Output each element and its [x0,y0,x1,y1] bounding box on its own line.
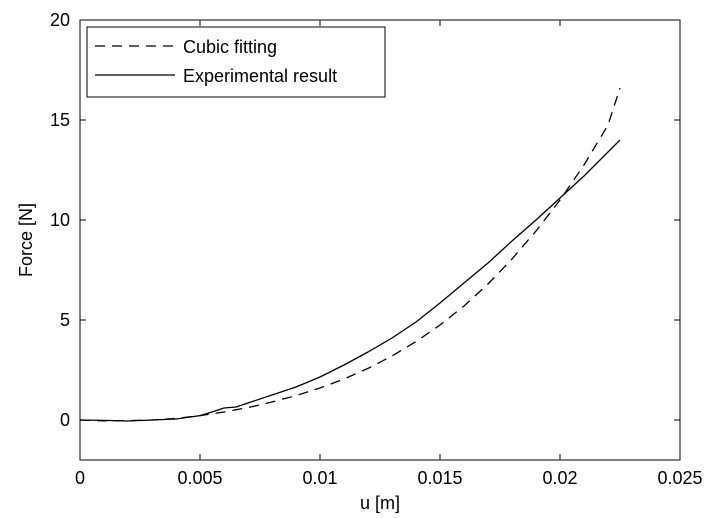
x-tick-label: 0.025 [657,468,702,488]
y-tick-label: 5 [60,310,70,330]
legend-box [86,26,386,98]
plot-frame [79,19,681,461]
legend-label-experimental-result: Experimental result [183,66,337,86]
y-axis-label: Force [N] [16,203,36,277]
x-tick-label: 0 [75,468,85,488]
y-tick-label: 0 [60,410,70,430]
legend-label-cubic-fitting: Cubic fitting [183,37,277,57]
y-tick-label: 15 [50,110,70,130]
y-tick-label: 20 [50,10,70,30]
x-tick-label: 0.02 [542,468,577,488]
x-tick-label: 0.01 [302,468,337,488]
legend: Cubic fitting Experimental result [86,26,386,98]
x-axis-label: u [m] [360,493,400,513]
x-tick-label: 0.015 [417,468,462,488]
series-line-experimental-result [79,139,621,422]
x-tick-label: 0.005 [177,468,222,488]
y-tick-label: 10 [50,210,70,230]
